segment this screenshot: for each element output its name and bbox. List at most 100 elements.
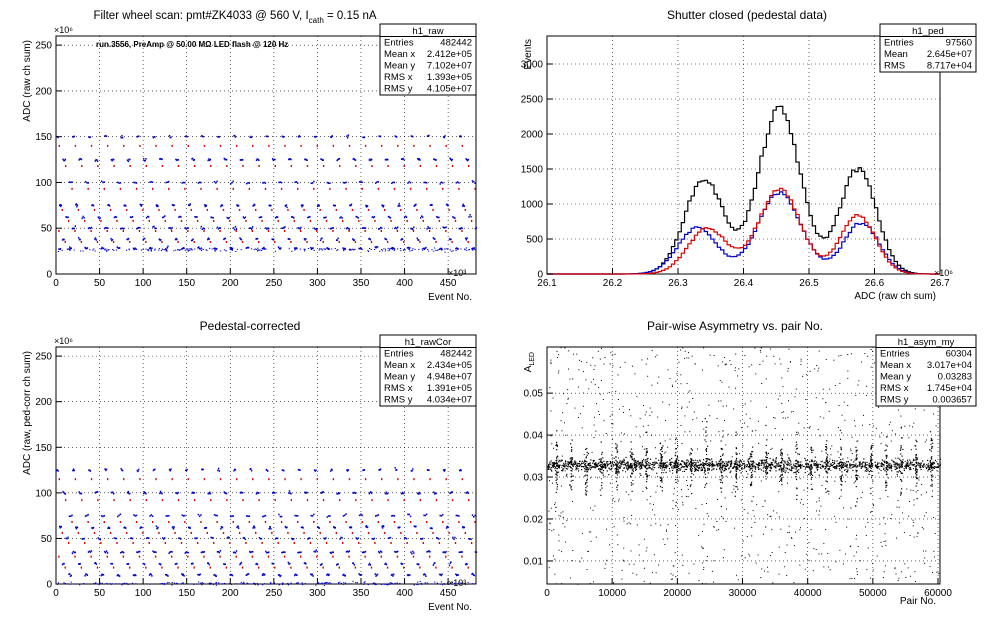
data-point <box>137 227 139 229</box>
data-point <box>691 463 693 465</box>
data-point <box>405 537 408 540</box>
data-point <box>156 205 158 208</box>
data-point <box>834 384 836 386</box>
data-point <box>295 181 298 183</box>
data-point <box>470 538 472 541</box>
data-point <box>800 466 802 468</box>
data-point <box>665 467 667 469</box>
data-point <box>725 444 727 446</box>
data-point <box>834 480 836 482</box>
data-point <box>337 563 339 565</box>
data-point <box>656 472 658 474</box>
data-point <box>866 569 868 571</box>
data-point <box>760 462 763 464</box>
data-point <box>786 463 788 466</box>
data-point <box>252 478 254 481</box>
data-point <box>596 477 598 479</box>
data-point <box>737 468 739 470</box>
data-point <box>718 462 720 465</box>
data-point <box>552 555 554 557</box>
data-point <box>560 469 563 472</box>
data-point <box>913 458 915 460</box>
y-tick-label: 2000 <box>521 130 544 141</box>
data-point <box>417 158 420 161</box>
data-point <box>821 460 823 462</box>
data-point <box>383 525 385 528</box>
data-point <box>701 503 703 505</box>
data-point <box>225 250 227 252</box>
data-point <box>825 359 827 361</box>
data-point <box>585 482 587 484</box>
data-point <box>556 464 558 466</box>
data-point <box>339 581 341 583</box>
data-point <box>405 216 408 219</box>
data-point <box>834 460 836 462</box>
data-point <box>637 460 639 462</box>
data-point <box>371 216 374 218</box>
data-point <box>233 551 236 554</box>
x-tick-label: 26.4 <box>734 278 754 289</box>
data-point <box>115 249 118 251</box>
data-point <box>829 569 831 571</box>
data-point <box>936 571 938 573</box>
data-point <box>465 238 468 241</box>
data-point <box>90 550 93 552</box>
data-point <box>913 459 915 461</box>
data-point <box>581 532 583 534</box>
data-point <box>293 537 295 540</box>
data-point <box>555 506 557 509</box>
data-point <box>358 541 360 544</box>
data-point <box>571 489 573 491</box>
data-point <box>570 463 572 466</box>
data-point <box>443 551 445 553</box>
data-point <box>581 557 583 559</box>
data-point <box>87 227 90 230</box>
data-point <box>880 443 882 445</box>
data-point <box>800 461 802 463</box>
data-point <box>381 249 383 251</box>
data-point <box>452 536 454 539</box>
data-point <box>628 466 631 468</box>
data-point <box>360 513 362 516</box>
data-point <box>757 465 759 467</box>
data-point <box>265 135 267 138</box>
data-point <box>400 158 403 161</box>
data-point <box>753 466 755 468</box>
data-point <box>352 249 355 251</box>
data-point <box>680 383 682 385</box>
data-point <box>207 159 209 162</box>
data-point <box>419 159 421 161</box>
data-point <box>173 204 175 206</box>
data-point <box>600 478 602 480</box>
data-point <box>359 247 362 249</box>
data-point <box>247 515 249 518</box>
data-point <box>310 246 312 249</box>
data-point <box>193 158 196 161</box>
data-point <box>683 470 686 473</box>
data-point <box>894 466 896 468</box>
data-point <box>213 574 215 576</box>
data-point <box>299 469 301 471</box>
data-point <box>384 583 386 585</box>
data-point <box>74 225 77 227</box>
data-point <box>716 520 718 522</box>
data-point <box>409 181 412 184</box>
x-exponent-2: ×10³ <box>448 578 466 588</box>
data-point <box>392 247 395 250</box>
data-point <box>267 227 269 230</box>
data-point <box>246 182 248 185</box>
data-point <box>148 541 150 544</box>
data-point <box>808 473 810 475</box>
data-point <box>680 374 682 376</box>
data-point <box>465 492 467 494</box>
data-point <box>907 567 909 569</box>
data-point <box>549 522 551 524</box>
data-point <box>897 579 899 581</box>
data-point <box>912 464 914 466</box>
stats-value: 2.645e+07 <box>927 49 972 60</box>
data-point <box>225 158 227 161</box>
data-point <box>288 563 290 565</box>
data-point <box>326 516 329 518</box>
data-point <box>392 246 394 249</box>
data-point <box>553 461 555 464</box>
